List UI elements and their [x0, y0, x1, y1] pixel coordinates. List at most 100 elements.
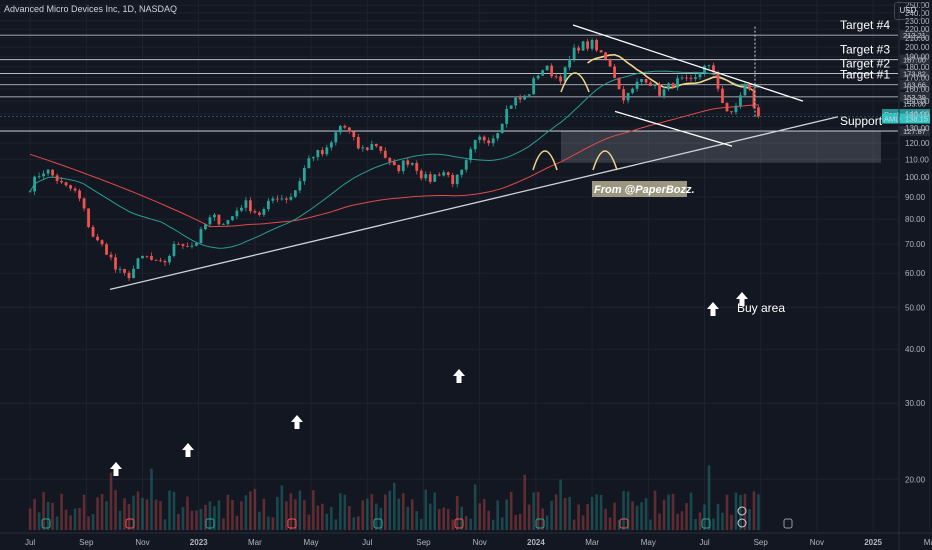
volume-bar: [752, 491, 756, 530]
volume-bar: [28, 508, 32, 530]
up-arrow-icon: [707, 302, 719, 316]
volume-bar: [150, 468, 153, 530]
candle-body: [581, 41, 585, 51]
candle-body: [100, 240, 104, 245]
candle-body: [473, 140, 477, 150]
volume-bar: [267, 516, 270, 530]
candle-body: [69, 185, 72, 189]
candle-body: [145, 255, 149, 257]
candle-body: [415, 162, 419, 171]
candle-body: [64, 182, 68, 186]
volume-bar: [118, 510, 122, 530]
candle-body: [177, 243, 180, 245]
price-axis-label: 90.00: [905, 193, 926, 202]
level-tag-text: 127.87: [903, 127, 926, 136]
volume-bar: [123, 498, 126, 530]
candle-body: [195, 243, 198, 246]
price-axis-label: 210.00: [905, 34, 930, 43]
volume-bar: [680, 511, 684, 530]
level-tag-text: 163.66: [903, 81, 926, 90]
volume-bar: [100, 493, 104, 530]
candle-body: [653, 84, 657, 87]
volume-bar: [186, 496, 189, 530]
candle-body: [712, 65, 715, 73]
volume-bar: [258, 511, 261, 530]
candle-body: [231, 216, 234, 221]
currency-button[interactable]: USD: [894, 2, 922, 20]
candle-body: [338, 125, 342, 133]
price-axis-label: 140.00: [905, 110, 930, 119]
candle-body: [266, 200, 270, 210]
volume-bar: [586, 504, 589, 530]
volume-bar: [64, 509, 68, 530]
candle-body: [631, 88, 634, 93]
price-tag-name: AMD: [884, 115, 901, 124]
volume-bar: [743, 493, 747, 530]
volume-bar: [312, 490, 315, 530]
candle-body: [464, 160, 468, 170]
price-axis-label: 100.00: [905, 173, 930, 182]
price-axis-label: 70.00: [905, 240, 926, 249]
earnings-marker-icon: [619, 518, 629, 529]
dividend-marker-icon: [737, 506, 747, 516]
volume-bar: [388, 490, 392, 530]
volume-bar: [51, 502, 54, 530]
candle-body: [500, 123, 504, 134]
volume-bar: [330, 506, 333, 530]
volume-bar: [725, 494, 729, 530]
level-tag: [900, 30, 930, 41]
candle-body: [253, 211, 257, 213]
candle-body: [307, 158, 311, 168]
volume-bar: [694, 518, 697, 530]
volume-bar: [617, 519, 621, 530]
candle-body: [446, 172, 450, 176]
volume-bar: [626, 491, 630, 530]
price-axis[interactable]: 250.00240.00230.00220.00210.00200.00190.…: [898, 0, 930, 550]
level-label: Target #1: [840, 68, 890, 82]
level-tag-text: 173.82: [903, 69, 926, 78]
watermark-box: [592, 181, 687, 197]
time-axis[interactable]: Jul Sep Nov 2023 Mar May Jul Sep Nov 2024 Mar May Ju…: [0, 532, 932, 547]
volume-bar: [325, 513, 329, 530]
volume-bar: [226, 494, 230, 530]
volume-bar: [685, 503, 688, 530]
volume-bar: [631, 501, 634, 530]
candle-body: [222, 224, 225, 225]
candle-body: [293, 190, 297, 197]
volume-bar: [428, 503, 432, 530]
price-tag-box: [882, 113, 930, 124]
volume-bar: [60, 493, 63, 530]
candle-body: [42, 173, 45, 177]
annotation-text: From @PaperBozz. Buy area: [592, 181, 785, 315]
level-tag: [900, 68, 930, 79]
volume-bar: [339, 493, 342, 530]
candle-body: [154, 259, 158, 261]
candle-body: [271, 198, 275, 201]
time-axis-label: Jul: [699, 538, 709, 547]
earnings-marker-icon: [41, 518, 51, 529]
volume-bar: [712, 518, 715, 530]
volume-bar: [478, 503, 481, 530]
volume-bar: [653, 490, 657, 530]
candle-body: [329, 142, 333, 148]
volume-bar: [721, 512, 724, 530]
earnings-marker-icon: [701, 518, 711, 529]
earnings-marker-icon: [535, 518, 545, 529]
volume-bar: [523, 474, 526, 530]
volume-bar: [658, 513, 661, 530]
volume-bar: [509, 491, 513, 530]
candle-body: [757, 107, 760, 117]
price-axis-label: 120.00: [905, 139, 930, 148]
volume-bar: [177, 514, 180, 530]
candle-body: [37, 176, 41, 178]
candle-body: [55, 175, 59, 181]
volume-bar: [195, 510, 198, 530]
candle-body: [136, 258, 140, 269]
level-tag: [900, 126, 930, 137]
volume-bar: [415, 511, 419, 530]
price-axis-label: 110.00: [905, 155, 929, 164]
volume-bar: [559, 479, 562, 530]
candle-body: [568, 59, 572, 68]
candle-body: [491, 138, 495, 144]
